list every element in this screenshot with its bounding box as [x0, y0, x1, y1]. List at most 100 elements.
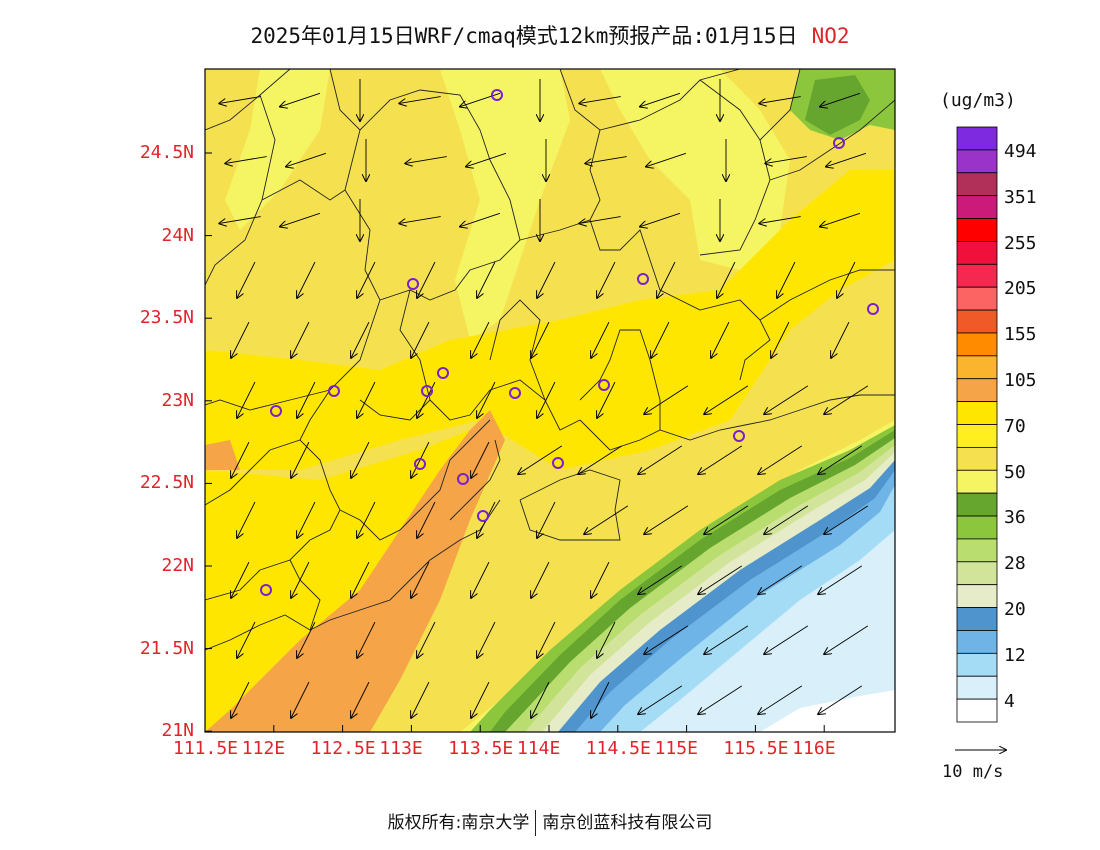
- station-marker: [421, 385, 433, 397]
- wind-arrow: [460, 212, 501, 226]
- lon-label: 115.5E: [723, 738, 789, 759]
- copyright-footer: 版权所有:南京大学 南京创蓝科技有限公司: [0, 808, 1100, 836]
- field-band-yellow: [205, 170, 895, 470]
- station-marker: [328, 385, 340, 397]
- colorbar-label: 351: [1004, 186, 1037, 208]
- wind-arrow: [597, 381, 616, 418]
- field-band-orange: [205, 410, 505, 732]
- wind-arrow: [638, 445, 683, 474]
- colorbar-swatch: [956, 332, 998, 357]
- field-band-light: [600, 69, 790, 270]
- station-marker: [437, 367, 449, 379]
- station-marker: [270, 405, 282, 417]
- wind-arrow: [411, 681, 430, 718]
- station-marker: [407, 278, 419, 290]
- wind-arrow: [824, 505, 869, 534]
- colorbar-label: 36: [1004, 507, 1026, 529]
- wind-arrow: [417, 621, 436, 658]
- wind-arrow: [704, 505, 749, 534]
- wind-arrow: [585, 156, 627, 164]
- lat-label: 24.5N: [139, 142, 194, 163]
- wind-arrow: [759, 96, 801, 104]
- station-marker: [733, 430, 745, 442]
- wind-arrow: [818, 445, 863, 474]
- colorbar-label: 70: [1004, 415, 1026, 437]
- wind-arrow: [297, 261, 316, 298]
- colorbar-swatch: [956, 195, 998, 219]
- wind-arrow: [537, 261, 556, 298]
- colorbar-swatch: [956, 172, 998, 197]
- colorbar-swatch: [956, 446, 998, 471]
- colorbar-label: 255: [1004, 232, 1037, 254]
- wind-arrow: [771, 321, 790, 358]
- colorbar-swatch: [956, 561, 998, 586]
- wind-arrow: [399, 216, 441, 224]
- wind-arrow: [280, 92, 321, 106]
- colorbar-swatch: [956, 401, 998, 425]
- wind-arrow: [417, 261, 436, 298]
- wind-arrow: [597, 261, 616, 298]
- lon-label: 115E: [654, 738, 698, 759]
- colorbar-swatch: [956, 309, 998, 334]
- wind-arrow: [584, 505, 629, 534]
- wind-arrow: [537, 381, 556, 418]
- wind-arrow: [824, 385, 869, 414]
- wind-arrow: [471, 321, 490, 358]
- wind-arrow: [225, 156, 267, 164]
- wind-arrow: [777, 261, 796, 298]
- wind-arrow: [764, 385, 809, 414]
- wind-arrow: [351, 321, 370, 358]
- wind-arrow: [471, 441, 490, 478]
- title-text: 2025年01月15日WRF/cmaq模式12km预报产品:01月15日: [250, 24, 798, 48]
- colorbar-label: 50: [1004, 461, 1026, 483]
- colorbar: [956, 126, 998, 723]
- wind-arrow: [837, 261, 856, 298]
- wind-arrow: [704, 625, 749, 654]
- wind-arrow: [231, 321, 250, 358]
- colorbar-swatch: [956, 630, 998, 654]
- station-markers: [260, 89, 879, 596]
- wind-arrow: [351, 561, 370, 598]
- wind-arrow: [758, 445, 803, 474]
- colorbar-label: 28: [1004, 553, 1026, 575]
- wind-arrow: [357, 381, 376, 418]
- wind-arrow: [231, 681, 250, 718]
- station-marker: [552, 457, 564, 469]
- lon-label: 112E: [241, 738, 286, 759]
- wind-arrow: [818, 685, 863, 714]
- wind-arrow: [820, 212, 861, 226]
- wind-arrow: [644, 505, 689, 534]
- field-band-light: [225, 69, 330, 230]
- station-marker: [509, 387, 521, 399]
- wind-arrow: [518, 445, 563, 474]
- wind-arrow: [764, 505, 809, 534]
- lon-label: 114E: [517, 738, 561, 759]
- lon-label: 113.5E: [448, 738, 514, 759]
- wind-arrow: [579, 216, 621, 224]
- wind-arrow: [698, 565, 743, 594]
- wind-arrow: [231, 441, 250, 478]
- wind-arrow: [291, 561, 310, 598]
- wind-arrow: [237, 501, 256, 538]
- wind-arrow: [531, 681, 550, 718]
- pollutant-name: NO2: [811, 24, 850, 48]
- wind-arrow: [399, 96, 441, 104]
- colorbar-swatch: [956, 698, 998, 723]
- wind-arrow: [357, 621, 376, 658]
- colorbar-swatch: [956, 469, 998, 494]
- colorbar-swatch: [956, 675, 998, 700]
- wind-arrow: [657, 261, 676, 298]
- axis-ticks: [204, 152, 825, 732]
- wind-arrow: [820, 92, 861, 106]
- colorbar-label: 205: [1004, 278, 1037, 300]
- wind-arrow: [698, 445, 743, 474]
- wind-arrow: [640, 92, 681, 106]
- wind-arrow: [824, 625, 869, 654]
- colorbar-swatch: [956, 492, 998, 517]
- wind-arrow: [638, 565, 683, 594]
- wind-arrow: [219, 216, 261, 224]
- wind-arrow: [237, 621, 256, 658]
- wind-arrow: [638, 685, 683, 714]
- colorbar-label: 105: [1004, 370, 1037, 391]
